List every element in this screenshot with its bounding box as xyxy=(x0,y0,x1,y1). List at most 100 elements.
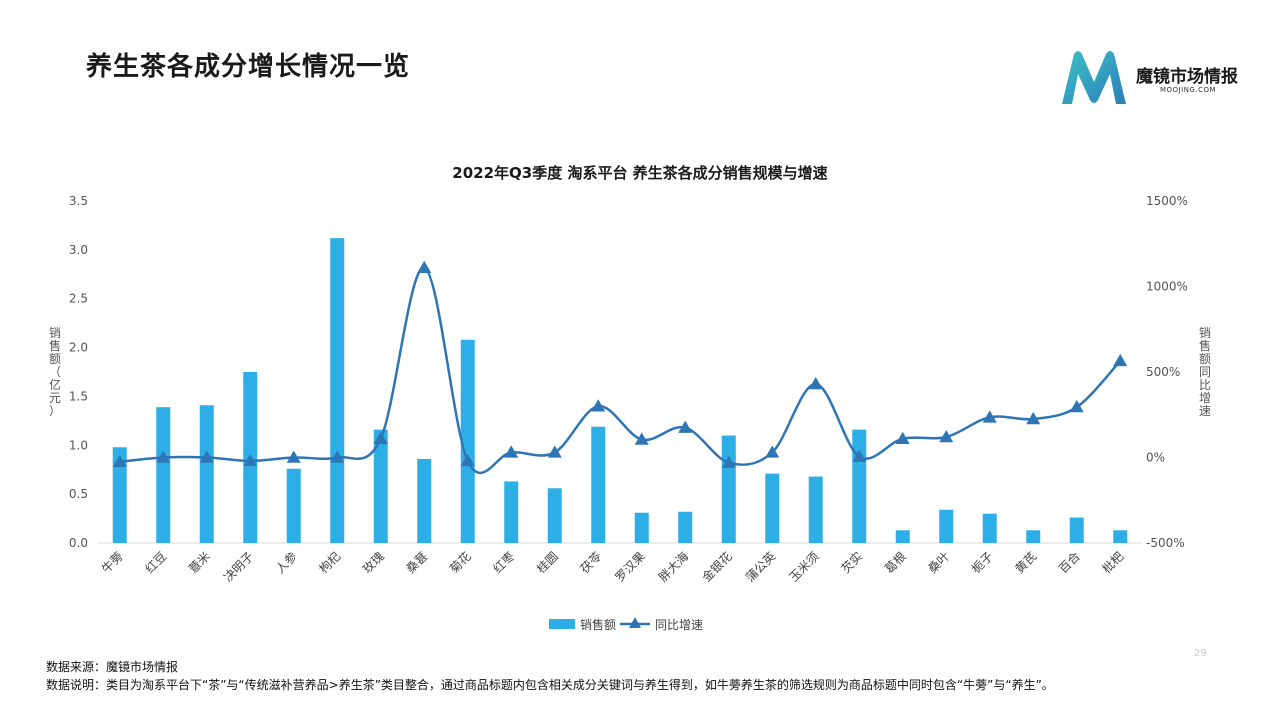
bar-金银花 xyxy=(721,435,736,543)
growth-marker-薏米 xyxy=(199,450,214,463)
y-right-tick-label: 0% xyxy=(1146,451,1165,465)
x-tick-label: 百合 xyxy=(1055,549,1083,577)
growth-line xyxy=(119,266,1122,475)
growth-marker-葛根 xyxy=(895,431,910,444)
growth-marker-芡实 xyxy=(852,449,867,462)
bar-罗汉果 xyxy=(634,512,649,543)
bar-桑叶 xyxy=(939,509,954,543)
x-tick-label: 黄芪 xyxy=(1012,549,1039,576)
bar-人参 xyxy=(286,468,301,543)
growth-marker-牛蒡 xyxy=(112,454,127,468)
y-right-tick-label: 500% xyxy=(1146,365,1180,379)
axes: 0.0 0.5 1.0 1.5 2.0 2.5 3.0 3.5 -500% 0% 500% 1000%… xyxy=(49,194,1211,550)
x-tick-label: 胖大海 xyxy=(655,549,691,585)
x-tick-label: 罗汉果 xyxy=(613,549,648,584)
bar-薏米 xyxy=(199,405,214,543)
legend-bar-label: 销售额 xyxy=(580,617,616,632)
bar-牛蒡 xyxy=(112,447,127,543)
logo-subtitle: MOOJING.COM xyxy=(1160,86,1217,94)
bar-菊花 xyxy=(460,339,475,543)
brand-logo: 魔镜市场情报 MOOJING.COM xyxy=(1058,48,1258,108)
y-left-tick-label: 0.0 xyxy=(69,536,88,550)
axis-title-char: 速 xyxy=(1199,404,1211,418)
x-tick-label: 牛蒡 xyxy=(98,549,126,577)
growth-marker-菊花 xyxy=(460,453,475,467)
growth-marker-玫瑰 xyxy=(373,431,388,444)
bar-百合 xyxy=(1069,517,1084,543)
legend-line-marker xyxy=(629,617,641,628)
x-tick-label: 桂圆 xyxy=(533,549,561,577)
x-axis-labels: 牛蒡 红豆 薏米 决明子 人参 枸杞 玫瑰 桑葚 菊花 红枣 桂圆 茯苓 罗汉果 胖大海 金银花 蒲公英 玉米须… xyxy=(98,549,1126,585)
axis-title-char: 售 xyxy=(1199,338,1211,353)
growth-marker-枇杷 xyxy=(1113,353,1128,367)
bar-枇杷 xyxy=(1113,530,1128,543)
x-tick-label: 枸杞 xyxy=(316,549,344,577)
x-tick-label: 红豆 xyxy=(142,549,170,577)
x-tick-label: 茯苓 xyxy=(577,549,604,576)
bar-芡实 xyxy=(852,429,867,543)
growth-marker-决明子 xyxy=(243,453,258,467)
bar-玉米须 xyxy=(808,476,823,543)
bar-枸杞 xyxy=(330,238,345,544)
axis-title-char: ） xyxy=(49,404,61,418)
growth-marker-桑叶 xyxy=(939,429,954,443)
growth-marker-胖大海 xyxy=(678,420,693,433)
bar-蒲公英 xyxy=(765,473,780,543)
axis-title-char: 额 xyxy=(49,352,61,366)
bar-胖大海 xyxy=(678,511,693,543)
growth-marker-金银花 xyxy=(721,455,736,468)
legend: 销售额 同比增速 xyxy=(549,617,703,632)
bar-桑葚 xyxy=(417,458,432,543)
x-tick-label: 人参 xyxy=(272,549,300,577)
x-tick-label: 金银花 xyxy=(699,549,735,585)
axis-title-char: 额 xyxy=(1199,352,1211,366)
data-note: 数据说明：类目为淘系平台下“茶”与“传统滋补营养品>养生茶”类目整合，通过商品标… xyxy=(46,678,1054,692)
chart-title: 2022年Q3季度 淘系平台 养生茶各成分销售规模与增速 xyxy=(452,164,827,182)
bar-红枣 xyxy=(504,481,519,543)
growth-marker-百合 xyxy=(1069,400,1084,413)
growth-marker-枸杞 xyxy=(330,450,345,463)
x-tick-label: 决明子 xyxy=(221,549,256,584)
growth-marker-茯苓 xyxy=(591,399,606,412)
growth-marker-黄芪 xyxy=(1026,412,1041,425)
logo-m-icon xyxy=(1062,51,1126,104)
y-left-tick-label: 0.5 xyxy=(69,487,88,501)
y-left-tick-label: 3.5 xyxy=(69,194,88,208)
x-tick-label: 芡实 xyxy=(838,549,866,577)
page-title: 养生茶各成分增长情况一览 xyxy=(86,52,411,82)
growth-marker-蒲公英 xyxy=(765,445,780,458)
axis-title-char: 售 xyxy=(49,338,61,353)
growth-marker-桂圆 xyxy=(547,445,562,458)
axis-title-char: 同 xyxy=(1199,365,1211,379)
y-right-tick-label: 1000% xyxy=(1146,280,1188,294)
y-right-tick-label: -500% xyxy=(1146,536,1185,550)
y-left-tick-label: 1.5 xyxy=(69,389,88,403)
bar-桂圆 xyxy=(547,488,562,543)
bar-黄芪 xyxy=(1026,530,1041,543)
growth-marker-红枣 xyxy=(504,445,519,458)
axis-title-char: 元 xyxy=(49,391,61,405)
legend-bar-swatch xyxy=(549,619,575,629)
x-tick-label: 薏米 xyxy=(186,549,213,576)
x-tick-label: 桑叶 xyxy=(925,549,952,576)
growth-marker-玉米须 xyxy=(808,376,823,390)
x-tick-label: 枇杷 xyxy=(1099,549,1127,577)
bar-栀子 xyxy=(982,513,997,543)
bar-玫瑰 xyxy=(373,429,388,543)
x-tick-label: 玫瑰 xyxy=(359,549,387,577)
growth-marker-红豆 xyxy=(156,450,171,463)
y-left-tick-label: 2.0 xyxy=(69,341,88,355)
y-left-axis-title: 销售额（亿元） xyxy=(49,326,61,418)
logo-name: 魔镜市场情报 xyxy=(1136,67,1238,87)
y-right-tick-label: 1500% xyxy=(1146,194,1188,208)
x-tick-label: 蒲公英 xyxy=(743,549,778,584)
line-series xyxy=(112,260,1128,475)
y-left-tick-label: 2.5 xyxy=(69,292,88,306)
growth-marker-桑葚 xyxy=(417,260,432,273)
x-tick-label: 桑葚 xyxy=(403,549,430,576)
axis-title-char: 增 xyxy=(1199,391,1211,405)
bar-茯苓 xyxy=(591,426,606,543)
bar-葛根 xyxy=(895,530,910,543)
axis-title-char: （ xyxy=(49,365,61,379)
